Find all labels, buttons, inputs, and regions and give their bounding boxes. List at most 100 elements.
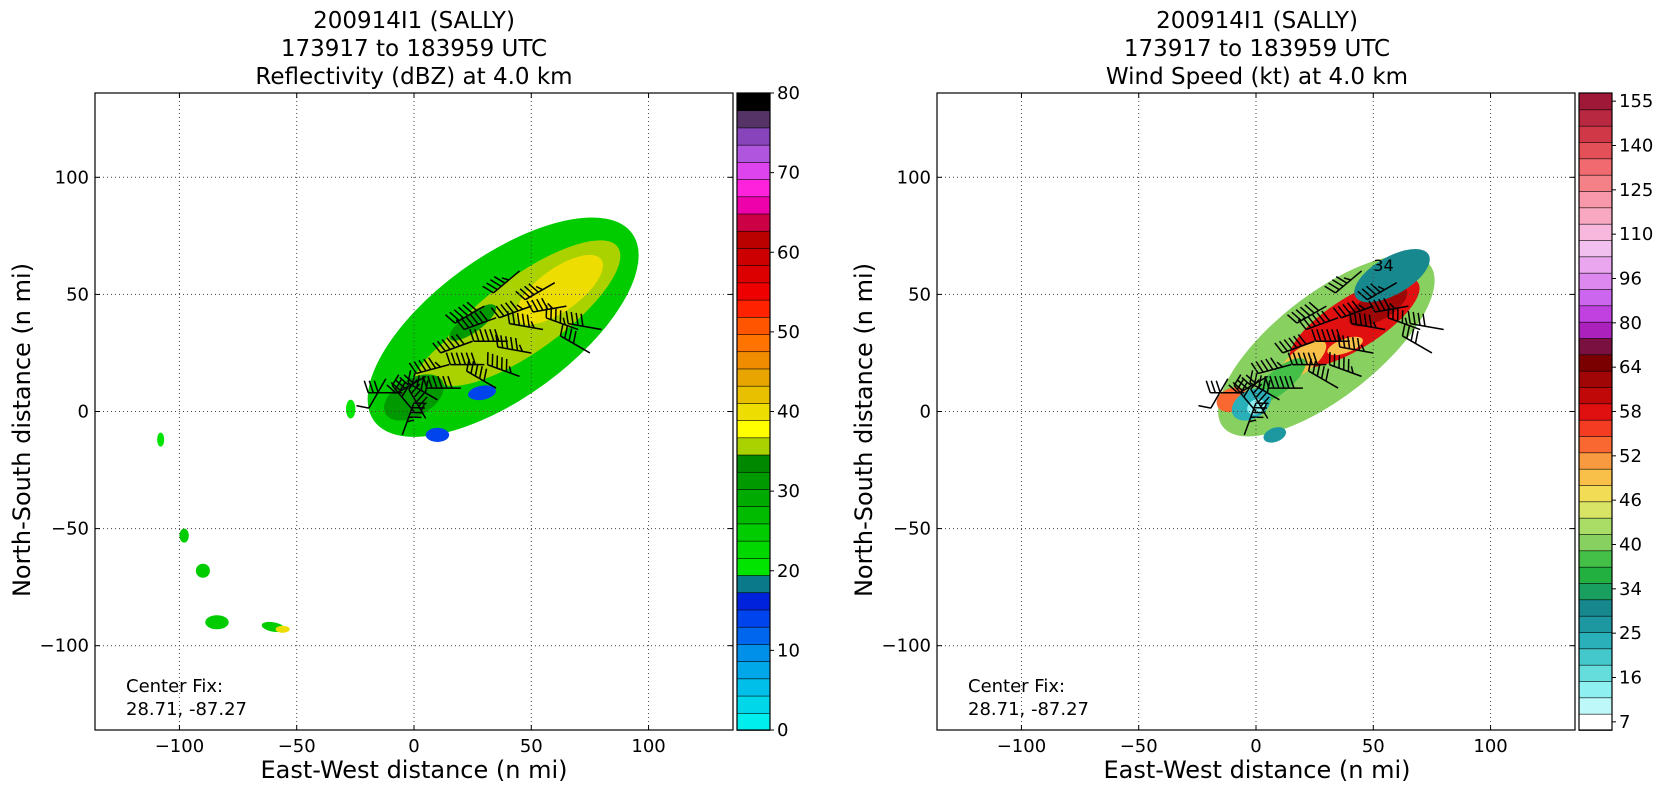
wind-speed-panel: 200914I1 (SALLY) 173917 to 183959 UTC Wi… [850,8,1653,784]
reflectivity-title-line-3: Reflectivity (dBZ) at 4.0 km [255,64,572,90]
reflectivity-colorbar-swatch [736,609,771,628]
reflectivity-y-tick-label: 50 [66,284,89,305]
reflectivity-colorbar-swatch [736,660,771,680]
reflectivity-wind-barb [495,334,532,354]
wind-speed-colorbar-tick-label: 16 [1619,668,1642,689]
reflectivity-colorbar-swatch [736,230,771,249]
wind-speed-title-line-2: 173917 to 183959 UTC [1124,36,1390,62]
reflectivity-panel: 200914I1 (SALLY) 173917 to 183959 UTC Re… [8,8,800,784]
reflectivity-y-axis-label: North-South distance (n mi) [8,263,36,597]
wind-speed-title-line-1: 200914I1 (SALLY) [1156,8,1358,34]
wind-speed-x-tick-label: 50 [1362,736,1385,757]
wind-speed-colorbar-swatch [1578,125,1613,143]
wind-speed-colorbar-swatch [1578,174,1613,192]
wind-speed-colorbar-tick-label: 110 [1619,224,1653,245]
wind-speed-colorbar-swatch [1578,599,1613,617]
wind-speed-colorbar-swatch [1578,109,1613,127]
reflectivity-y-tick-label: 100 [55,167,89,188]
reflectivity-colorbar-tick-label: 50 [777,322,800,343]
reflectivity-colorbar-swatch [736,333,771,353]
reflectivity-colorbar-tick-label: 60 [777,242,800,263]
wind-speed-y-axis-label: North-South distance (n mi) [850,263,878,597]
wind-speed-wind-barb [1407,311,1444,331]
wind-speed-colorbar-swatch [1578,533,1613,552]
wind-speed-colorbar-swatch [1578,517,1613,535]
wind-speed-wind-barb [1264,375,1303,389]
wind-speed-center-fix-coords: 28.71, -87.27 [968,699,1089,720]
wind-speed-x-tick-label: −50 [1120,736,1158,757]
wind-speed-colorbar-swatch [1578,550,1613,568]
wind-speed-colorbar-swatch [1578,370,1613,388]
wind-speed-colorbar-swatch [1578,582,1613,601]
reflectivity-colorbar-swatch [736,161,771,180]
reflectivity-colorbar-swatch [736,195,771,215]
wind-speed-colorbar-tick-label: 7 [1619,712,1630,733]
wind-speed-colorbar-swatch [1578,354,1613,372]
reflectivity-title-line-1: 200914I1 (SALLY) [313,8,515,34]
reflectivity-colorbar-swatch [736,540,771,559]
reflectivity-echo-cell [345,399,356,419]
wind-speed-wind-barb [1337,334,1374,354]
reflectivity-colorbar-tick-label: 20 [777,561,800,582]
reflectivity-echo-cell [157,432,165,447]
reflectivity-wind-barb [408,357,450,375]
wind-speed-echo-cell [1263,427,1287,443]
wind-speed-colorbar-tick-label: 64 [1619,357,1642,378]
wind-speed-x-tick-label: 100 [1473,736,1507,757]
wind-speed-colorbar-swatch [1578,501,1613,519]
wind-speed-wind-barb [1274,333,1315,354]
reflectivity-colorbar-swatch [736,316,771,335]
wind-speed-wind-barb [1324,270,1363,294]
wind-speed-x-tick-label: −100 [997,736,1046,757]
wind-speed-title-line-3: Wind Speed (kt) at 4.0 km [1106,64,1408,90]
reflectivity-title-line-2: 173917 to 183959 UTC [281,36,547,62]
wind-speed-colorbar-swatch [1578,615,1613,633]
reflectivity-colorbar-swatch [736,282,771,301]
reflectivity-wind-barb [444,301,485,324]
wind-speed-colorbar-tick-label: 58 [1619,402,1642,423]
reflectivity-colorbar-swatch [736,712,771,731]
wind-speed-wind-barb [1297,310,1339,331]
reflectivity-x-tick-label: 50 [520,736,543,757]
wind-speed-colorbar-swatch [1578,207,1613,225]
wind-speed-wind-barb [1357,282,1398,301]
wind-speed-wind-barb [1311,329,1350,342]
reflectivity-wind-barb [401,402,427,436]
reflectivity-colorbar-swatch [736,643,771,662]
wind-speed-colorbar-swatch [1578,321,1613,339]
wind-speed-wind-barb [1368,297,1409,313]
reflectivity-x-tick-label: −100 [155,736,204,757]
wind-speed-colorbar-tick-label: 25 [1619,623,1642,644]
reflectivity-colorbar-tick-label: 40 [777,402,800,423]
wind-speed-colorbar-swatch [1578,239,1613,258]
reflectivity-echo-cell [449,304,497,341]
reflectivity-echo-cell [425,427,450,442]
reflectivity-colorbar-tick-label: 10 [777,640,800,661]
wind-speed-colorbar-swatch [1578,256,1613,274]
reflectivity-x-tick-label: −50 [278,736,316,757]
wind-speed-colorbar-swatch [1578,141,1613,160]
reflectivity-wind-barb [482,270,521,294]
wind-speed-y-tick-label: 0 [920,402,931,423]
wind-speed-colorbar-tick-label: 80 [1619,313,1642,334]
reflectivity-colorbar-swatch [736,678,771,697]
reflectivity-center-fix-coords: 28.71, -87.27 [126,699,247,720]
wind-speed-wind-barbs [1198,270,1444,436]
reflectivity-colorbar-swatch [736,264,771,284]
wind-speed-colorbar-swatch [1578,680,1613,699]
reflectivity-y-tick-label: 0 [78,402,89,423]
reflectivity-echo-cell [195,563,210,578]
reflectivity-colorbar-swatch [736,419,771,439]
reflectivity-colorbar-swatch [736,368,771,387]
wind-speed-y-tick-label: 100 [897,167,931,188]
reflectivity-wind-barb [486,352,520,378]
reflectivity-wind-barb [515,282,556,301]
wind-speed-colorbar-swatch [1578,484,1613,503]
reflectivity-colorbar-swatch [736,109,771,129]
wind-speed-colorbar-swatch [1578,403,1613,421]
reflectivity-colorbar-tick-label: 80 [777,83,800,104]
reflectivity-wind-barb [506,311,544,331]
reflectivity-colorbar-swatch [736,127,771,146]
reflectivity-echo-cell [275,625,290,633]
